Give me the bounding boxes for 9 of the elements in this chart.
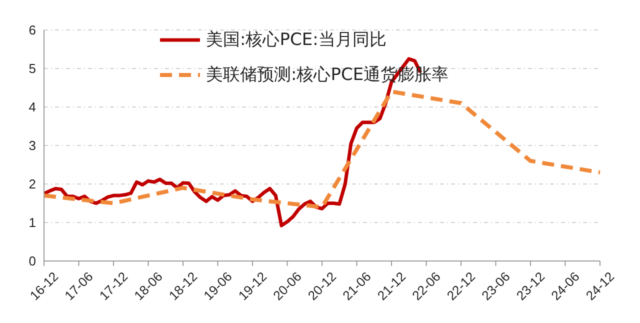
y-tick-label: 4 xyxy=(28,100,36,115)
y-tick-label: 1 xyxy=(28,215,36,230)
line-series xyxy=(42,90,602,210)
y-tick-label: 3 xyxy=(28,138,36,154)
y-tick-label: 0 xyxy=(28,254,36,269)
y-tick-label: 6 xyxy=(28,22,36,38)
y-tick-label: 2 xyxy=(28,176,36,192)
y-tick-label: 5 xyxy=(28,61,36,76)
legend-label: 美国:核心PCE:当月同比 xyxy=(206,29,386,51)
